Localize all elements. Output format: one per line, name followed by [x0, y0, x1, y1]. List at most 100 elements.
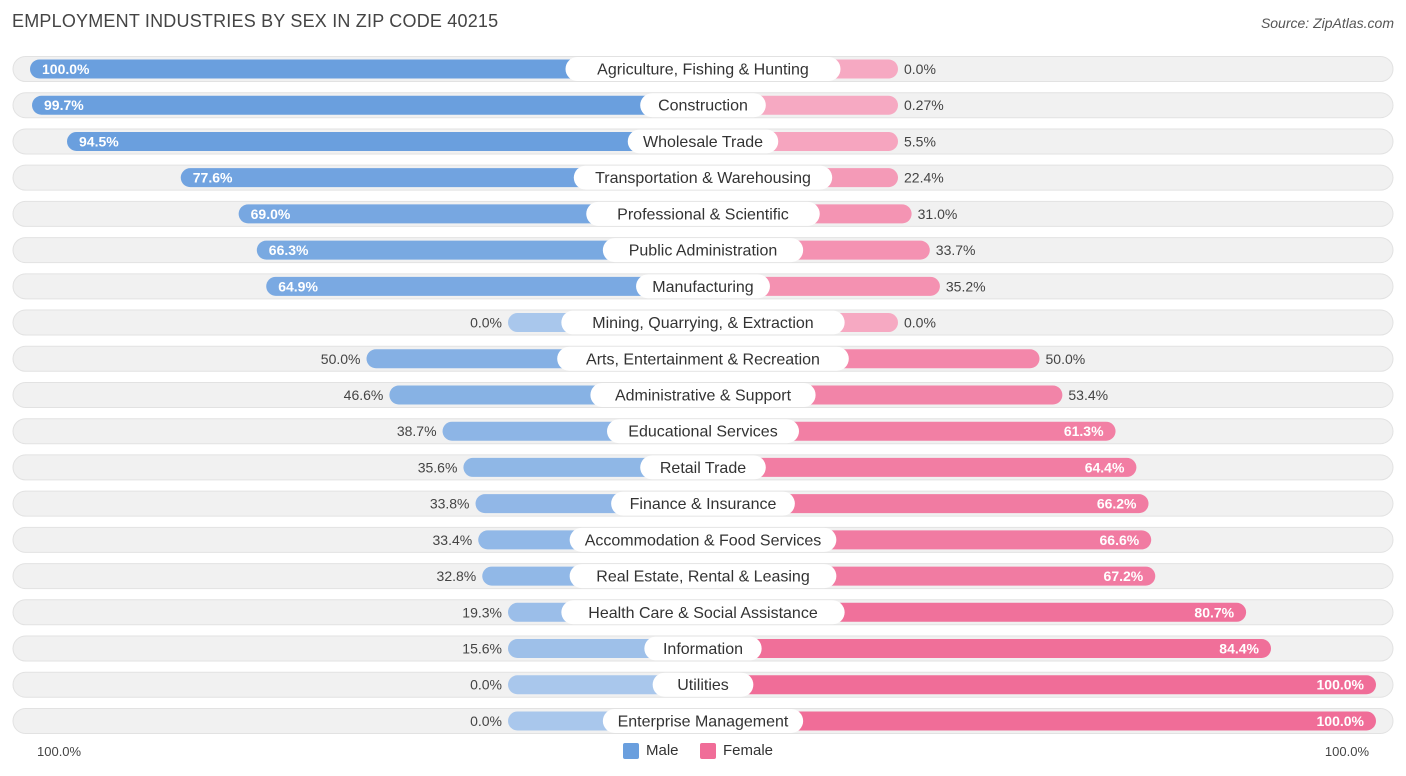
- female-value-label: 31.0%: [918, 206, 958, 222]
- male-bar: [266, 276, 703, 296]
- category-pill: [561, 310, 845, 335]
- legend-male-swatch: [623, 742, 639, 759]
- male-value-label: 0.0%: [470, 315, 502, 331]
- category-pill: [573, 165, 833, 190]
- category-label: Educational Services: [628, 424, 777, 441]
- female-value-label: 100.0%: [1317, 677, 1365, 693]
- category-pill: [569, 527, 837, 552]
- category-label: Arts, Entertainment & Recreation: [586, 351, 820, 368]
- category-label: Information: [663, 641, 743, 658]
- category-label: Finance & Insurance: [630, 496, 777, 513]
- male-value-label: 32.8%: [437, 568, 477, 584]
- male-value-label: 69.0%: [251, 206, 291, 222]
- category-label: Manufacturing: [652, 279, 753, 296]
- source-note: Source: ZipAtlas.com: [1260, 15, 1394, 31]
- male-value-label: 77.6%: [193, 170, 233, 186]
- category-label: Health Care & Social Assistance: [588, 605, 818, 622]
- legend-female: Female: [700, 742, 773, 759]
- male-value-label: 0.0%: [470, 713, 502, 729]
- female-value-label: 0.27%: [904, 97, 944, 113]
- category-pill: [602, 708, 804, 733]
- female-bar: [703, 494, 1149, 514]
- male-value-label: 35.6%: [418, 459, 458, 475]
- category-pill: [640, 455, 766, 480]
- male-value-label: 19.3%: [462, 604, 502, 620]
- male-bar: [256, 240, 703, 260]
- female-value-label: 0.0%: [904, 315, 936, 331]
- category-label: Real Estate, Rental & Leasing: [596, 569, 809, 586]
- female-value-label: 84.4%: [1219, 641, 1259, 657]
- legend-female-label: Female: [723, 742, 774, 759]
- legend-female-swatch: [700, 742, 716, 759]
- category-label: Enterprise Management: [618, 713, 789, 730]
- category-pill: [607, 419, 799, 444]
- male-value-label: 66.3%: [269, 242, 309, 258]
- category-pill: [590, 382, 816, 407]
- male-bar: [30, 59, 703, 79]
- male-value-label: 33.8%: [430, 496, 470, 512]
- category-pill: [557, 346, 849, 371]
- female-bar: [703, 457, 1137, 477]
- category-label: Transportation & Warehousing: [595, 170, 811, 187]
- female-value-label: 61.3%: [1064, 423, 1104, 439]
- female-value-label: 66.6%: [1100, 532, 1140, 548]
- category-pill: [627, 129, 779, 154]
- male-bar: [67, 131, 703, 151]
- male-value-label: 94.5%: [79, 133, 119, 149]
- category-pill: [636, 274, 770, 299]
- male-bar: [238, 204, 703, 224]
- male-value-label: 38.7%: [397, 423, 437, 439]
- chart-title: EMPLOYMENT INDUSTRIES BY SEX IN ZIP CODE…: [12, 11, 499, 31]
- female-value-label: 66.2%: [1097, 496, 1137, 512]
- legend-male: Male: [623, 742, 679, 759]
- female-value-label: 50.0%: [1046, 351, 1086, 367]
- category-label: Administrative & Support: [615, 387, 792, 404]
- male-value-label: 50.0%: [321, 351, 361, 367]
- female-bar: [703, 675, 1376, 695]
- legend-male-label: Male: [646, 742, 679, 759]
- male-value-label: 0.0%: [470, 677, 502, 693]
- male-value-label: 99.7%: [44, 97, 84, 113]
- female-value-label: 100.0%: [1317, 713, 1365, 729]
- category-label: Mining, Quarrying, & Extraction: [592, 315, 813, 332]
- category-pill: [652, 672, 754, 697]
- female-bar: [703, 639, 1272, 659]
- male-bar: [32, 95, 704, 115]
- male-value-label: 46.6%: [344, 387, 384, 403]
- category-pill: [640, 93, 766, 118]
- category-label: Utilities: [677, 677, 729, 694]
- female-value-label: 33.7%: [936, 242, 976, 258]
- category-pill: [602, 238, 804, 263]
- category-pill: [611, 491, 795, 516]
- female-value-label: 53.4%: [1068, 387, 1108, 403]
- female-value-label: 67.2%: [1104, 568, 1144, 584]
- female-value-label: 35.2%: [946, 278, 986, 294]
- female-bar: [703, 421, 1116, 441]
- category-label: Professional & Scientific: [617, 206, 789, 223]
- category-pill: [565, 57, 841, 81]
- category-label: Public Administration: [629, 243, 778, 260]
- category-label: Accommodation & Food Services: [585, 532, 822, 549]
- female-value-label: 0.0%: [904, 61, 936, 77]
- category-label: Retail Trade: [660, 460, 746, 477]
- male-value-label: 33.4%: [433, 532, 473, 548]
- female-value-label: 64.4%: [1085, 459, 1125, 475]
- category-label: Construction: [658, 98, 748, 115]
- male-value-label: 100.0%: [42, 61, 90, 77]
- female-bar: [703, 711, 1376, 731]
- female-value-label: 22.4%: [904, 170, 944, 186]
- category-pill: [644, 636, 762, 661]
- male-bar: [180, 168, 703, 188]
- axis-left-label: 100.0%: [37, 744, 82, 759]
- chart-area: 100.0% 0.0% Agriculture, Fishing & Hunting…: [12, 56, 1394, 734]
- category-label: Agriculture, Fishing & Hunting: [597, 62, 809, 79]
- legend: Male Female: [0, 742, 1406, 762]
- axis-right-label: 100.0%: [1324, 744, 1369, 759]
- category-pill: [586, 201, 820, 226]
- category-pill: [569, 564, 837, 589]
- category-label: Wholesale Trade: [643, 134, 763, 151]
- female-value-label: 5.5%: [904, 133, 936, 149]
- male-value-label: 15.6%: [462, 641, 502, 657]
- female-value-label: 80.7%: [1194, 604, 1234, 620]
- male-value-label: 64.9%: [278, 278, 318, 294]
